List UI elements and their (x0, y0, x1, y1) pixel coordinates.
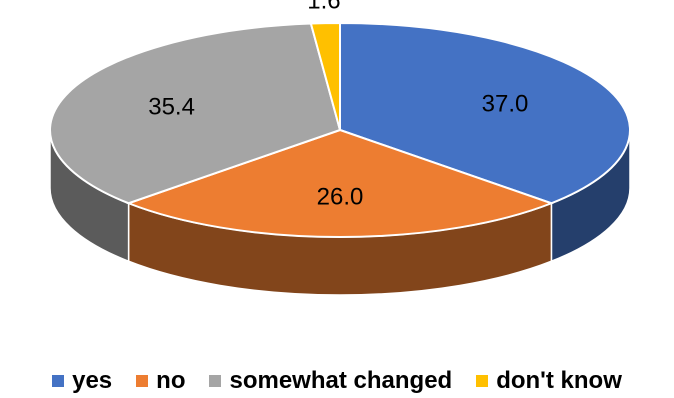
legend-swatch-dont-know (476, 375, 489, 387)
data-label-no: 26.0 (317, 183, 364, 210)
pie-slices (49, 21, 631, 239)
pie-slice-yes (339, 21, 631, 205)
pie-slice-no (125, 128, 555, 239)
pie-slice-dont-know (309, 21, 341, 131)
legend-label-yes: yes (72, 367, 113, 394)
legend: yes no somewhat changed don't know (0, 366, 674, 396)
data-label-dont-know: 1.6 (307, 0, 340, 14)
data-label-yes: 37.0 (482, 91, 529, 118)
pie-slice-somewhat-changed (49, 22, 342, 205)
data-label-somewhat-changed: 35.4 (148, 94, 195, 121)
legend-swatch-no (136, 375, 149, 387)
legend-item-no: no (136, 367, 185, 395)
data-labels: 37.0 26.0 35.4 1.6 (148, 0, 528, 210)
legend-label-no: no (156, 367, 186, 394)
legend-item-yes: yes (52, 367, 112, 395)
legend-swatch-yes (52, 375, 65, 387)
legend-item-dont-know: don't know (476, 367, 622, 395)
legend-swatch-somewhat-changed (209, 375, 222, 387)
pie-chart: 37.0 26.0 35.4 1.6 (49, 0, 631, 296)
legend-label-somewhat-changed: somewhat changed (229, 367, 453, 394)
legend-item-somewhat-changed: somewhat changed (209, 367, 452, 395)
legend-label-dont-know: don't know (496, 367, 622, 394)
